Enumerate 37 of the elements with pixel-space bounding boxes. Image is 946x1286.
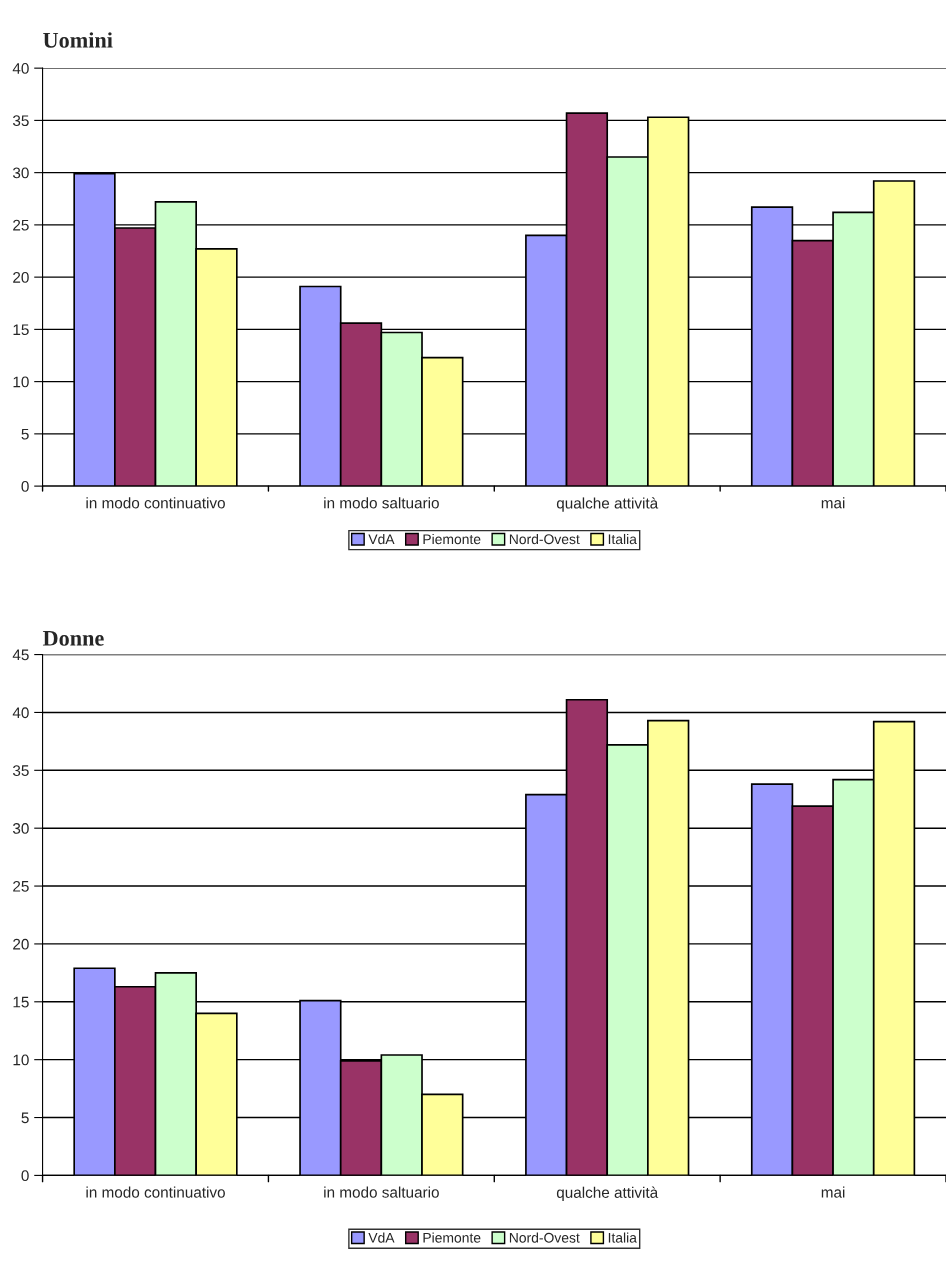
chart-title: Uomini xyxy=(43,32,113,48)
legend-label: Italia xyxy=(608,533,637,545)
x-tick-label: qualche attività xyxy=(556,1186,659,1201)
x-tick-label: in modo saltuario xyxy=(324,497,439,509)
y-tick-label: 20 xyxy=(13,938,29,950)
legend-label: Nord-Ovest xyxy=(509,533,580,545)
y-tick-label: 35 xyxy=(12,765,29,776)
y-tick-label: 0 xyxy=(21,480,29,492)
y-tick-label: 30 xyxy=(12,167,29,179)
y-tick-label: 20 xyxy=(13,272,29,283)
legend-label: Italia xyxy=(608,1232,637,1243)
y-tick-label: 25 xyxy=(13,219,29,231)
legend-label: VdA xyxy=(368,533,395,545)
x-tick-label: qualche attività xyxy=(556,497,659,512)
y-tick-label: 15 xyxy=(13,996,29,1008)
y-tick-label: 40 xyxy=(12,63,29,74)
y-tick-label: 15 xyxy=(13,324,29,336)
legend-label: VdA xyxy=(368,1232,395,1243)
y-tick-label: 35 xyxy=(12,115,29,127)
x-tick-label: in modo continuativo xyxy=(86,1186,225,1198)
y-tick-label: 10 xyxy=(13,376,29,388)
x-tick-label: in modo continuativo xyxy=(86,497,225,509)
x-tick-label: in modo saltuario xyxy=(324,1186,439,1198)
y-tick-label: 10 xyxy=(13,1054,29,1066)
y-tick-label: 45 xyxy=(12,649,29,661)
y-tick-label: 30 xyxy=(12,823,29,834)
y-tick-label: 5 xyxy=(21,428,29,440)
legend-label: Piemonte xyxy=(423,533,481,545)
x-tick-label: mai xyxy=(821,1186,845,1198)
y-tick-label: 5 xyxy=(21,1112,29,1124)
y-tick-label: 25 xyxy=(13,880,29,892)
y-tick-label: 40 xyxy=(12,707,29,719)
chart-title: Donne xyxy=(42,631,104,646)
x-tick-label: mai xyxy=(821,497,845,509)
y-tick-label: 0 xyxy=(21,1170,29,1182)
legend-label: Nord-Ovest xyxy=(509,1232,580,1243)
legend-label: Piemonte xyxy=(423,1232,481,1243)
